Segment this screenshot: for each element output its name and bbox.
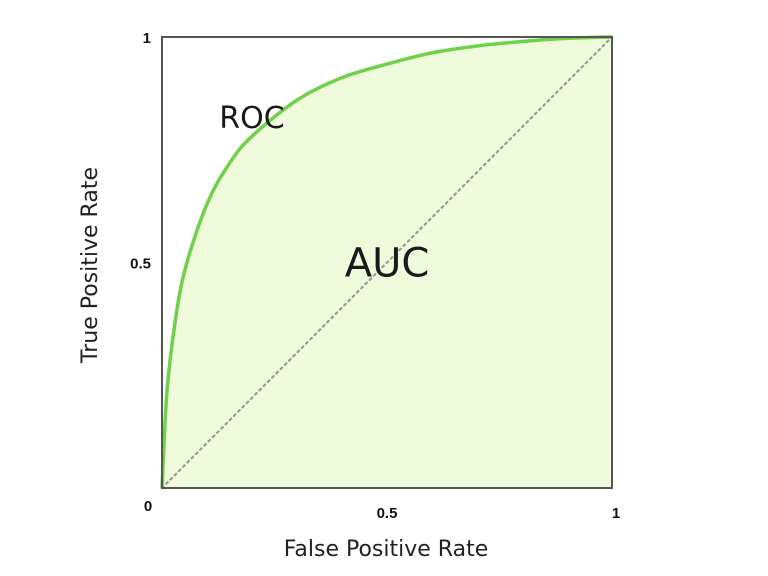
diagonal-line [160,35,614,490]
auc-annotation: AUC [345,241,430,287]
y-axis-label: True Positive Rate [78,167,103,364]
x-axis-label: False Positive Rate [284,537,488,562]
x-tick-label: 0.5 [377,505,398,522]
y-tick-label: 0.5 [130,256,151,273]
plot-frame [161,36,613,489]
x-tick-label: 1 [612,505,620,522]
roc-curve [160,35,613,489]
roc-annotation: ROC [219,101,284,136]
y-tick-label: 1 [143,30,151,47]
origin-tick-label: 0 [144,498,152,515]
